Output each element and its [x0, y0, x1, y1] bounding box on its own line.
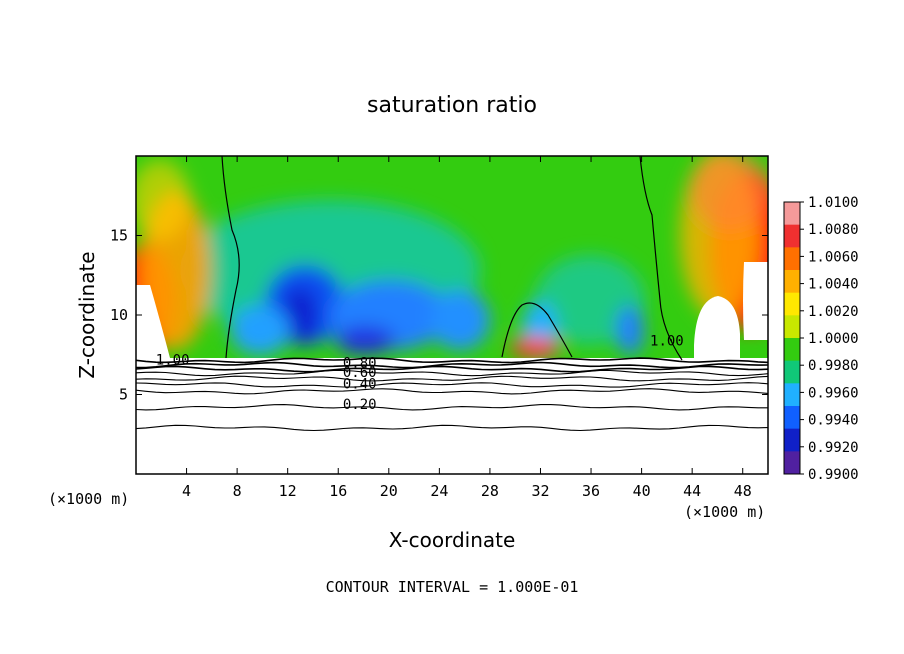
- x-tick-label: 24: [430, 482, 448, 500]
- contour-label: 1.00: [156, 353, 190, 369]
- x-tick-label: 36: [582, 482, 600, 500]
- colorbar-label: 1.0060: [808, 249, 859, 265]
- colorbar-swatch: [784, 292, 800, 316]
- contour-label: 0.60: [343, 365, 377, 381]
- colorbar-label: 1.0020: [808, 304, 859, 320]
- colorbar-label: 0.9900: [808, 467, 859, 483]
- x-unit-right: (×1000 m): [684, 503, 765, 521]
- colorbar-label: 1.0080: [808, 222, 859, 238]
- x-tick-label: 20: [380, 482, 398, 500]
- colorbar-swatch: [784, 451, 800, 475]
- x-tick-label: 4: [182, 482, 191, 500]
- contour-interval-footer: CONTOUR INTERVAL = 1.000E-01: [326, 578, 579, 596]
- x-tick-label: 12: [279, 482, 297, 500]
- saturation-field: [136, 156, 768, 358]
- contour-line: [135, 357, 769, 364]
- contour-label: 0.40: [343, 376, 377, 392]
- x-axis-title: X-coordinate: [389, 528, 516, 552]
- y-tick-label: 5: [119, 386, 128, 404]
- colorbar-swatch: [784, 315, 800, 339]
- contour-line: [135, 382, 769, 388]
- x-tick-label: 40: [633, 482, 651, 500]
- colorbar-label: 1.0040: [808, 277, 859, 293]
- contour-line: [135, 424, 769, 432]
- colorbar-swatch: [784, 406, 800, 430]
- x-tick-label: 44: [683, 482, 701, 500]
- contour-line: [135, 365, 769, 373]
- colorbar-label: 0.9940: [808, 413, 859, 429]
- colorbar-swatch: [784, 428, 800, 452]
- contour-line: [135, 388, 769, 395]
- colorbar-label: 0.9980: [808, 358, 859, 374]
- x-unit-left: (×1000 m): [48, 490, 129, 508]
- contour-label: 0.80: [343, 356, 377, 372]
- contour-label: 1.00: [650, 333, 684, 349]
- x-tick-label: 48: [734, 482, 752, 500]
- colorbar-swatch: [784, 270, 800, 294]
- colorbar-swatch: [784, 338, 800, 362]
- unsaturated-contour-lines: [135, 357, 769, 432]
- x-axis-ticks: 4 8 12 16 20 24 28 32 36 40 44 48: [182, 156, 752, 500]
- y-axis-ticks: 5 10 15: [110, 227, 768, 404]
- x-tick-label: 16: [329, 482, 347, 500]
- colorbar-swatch: [784, 224, 800, 248]
- contour-lines: [221, 155, 683, 361]
- contour-line: [136, 361, 769, 369]
- colorbar-swatch: [784, 360, 800, 384]
- colorbar-swatch: [784, 383, 800, 407]
- y-axis-title: Z-coordinate: [75, 251, 99, 378]
- x-tick-label: 28: [481, 482, 499, 500]
- contour-label: 0.20: [343, 397, 377, 413]
- chart-title: saturation ratio: [367, 93, 537, 118]
- contour-line: [135, 404, 768, 411]
- colorbar-label: 0.9920: [808, 440, 859, 456]
- colorbar-label: 1.0000: [808, 331, 859, 347]
- contour-labels: 1.00 0.800.600.40 0.20 1.00: [156, 333, 684, 413]
- colorbar-swatch: [784, 247, 800, 271]
- x-tick-label: 8: [233, 482, 242, 500]
- y-tick-label: 10: [110, 306, 128, 324]
- contour-line: [135, 369, 769, 377]
- y-tick-label: 15: [110, 227, 128, 245]
- colorbar-swatch: [784, 202, 800, 226]
- contour-line: [135, 375, 769, 382]
- colorbar-label: 0.9960: [808, 385, 859, 401]
- x-tick-label: 32: [531, 482, 549, 500]
- colorbar-label: 1.0100: [808, 195, 859, 211]
- colorbar: 1.0100 1.0080 1.0060 1.0040 1.0020 1.0000 0.99…: [783, 195, 859, 483]
